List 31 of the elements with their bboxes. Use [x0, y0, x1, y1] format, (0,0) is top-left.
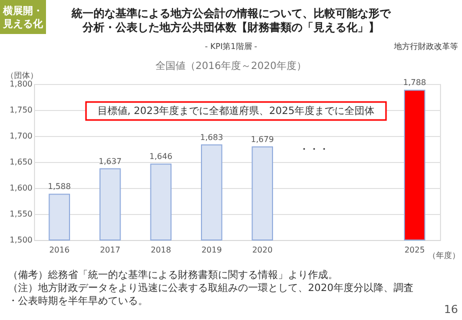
- y-tick-label: 1,550: [10, 210, 32, 218]
- chart-title: 統一的な基準による地方公会計の情報について、比較可能な形で分析・公表した地方公共団体数【財務書類の「見える化」】: [70, 7, 392, 34]
- annotation: 目標値, 2023年度までに全都道府県、2025年度までに全団体: [97, 105, 375, 117]
- x-tick-label: 2018: [150, 246, 172, 254]
- x-axis-title: （年度）: [428, 251, 460, 260]
- x-tick-label: 2017: [100, 246, 120, 254]
- x-tick-label: 2019: [201, 246, 222, 254]
- y-axis-title: （団体）: [6, 71, 38, 80]
- y-tick-label: 1,700: [10, 132, 32, 140]
- x-tick-label: 2016: [49, 246, 70, 254]
- x-tick-label: 2020: [252, 246, 273, 254]
- y-tick-label: 1,800: [10, 80, 32, 88]
- text: 地方行財政改革等: [393, 42, 458, 51]
- y-tick-label: 1,750: [10, 106, 32, 114]
- data-label: 1,637: [98, 156, 122, 166]
- chart-subtitle: - KPI第1階層 -: [204, 42, 258, 51]
- y-tick-label: 1,500: [10, 236, 32, 244]
- annotation: ・・・: [299, 144, 330, 156]
- text: 全国値（2016年度～2020年度）: [156, 60, 306, 72]
- data-label: 1,588: [48, 182, 71, 192]
- data-label: 1,646: [149, 152, 172, 162]
- text: 16: [444, 303, 458, 316]
- text: （備考）総務省「統一的な基準による財務書類に関する情報」より作成。: [8, 269, 338, 281]
- text: （注）地方財政データをより迅速に公表する取組みの一環として、2020年度分以降、調査・公表時期を半年早めている。: [8, 282, 414, 307]
- text: 横展開・見える化: [2, 5, 44, 30]
- y-tick-label: 1,650: [10, 158, 32, 166]
- y-tick-label: 1,600: [10, 184, 32, 192]
- data-label: 1,788: [403, 78, 426, 88]
- data-label: 1,683: [200, 132, 224, 142]
- x-tick-label: 2025: [404, 246, 425, 254]
- data-label: 1,679: [250, 134, 274, 144]
